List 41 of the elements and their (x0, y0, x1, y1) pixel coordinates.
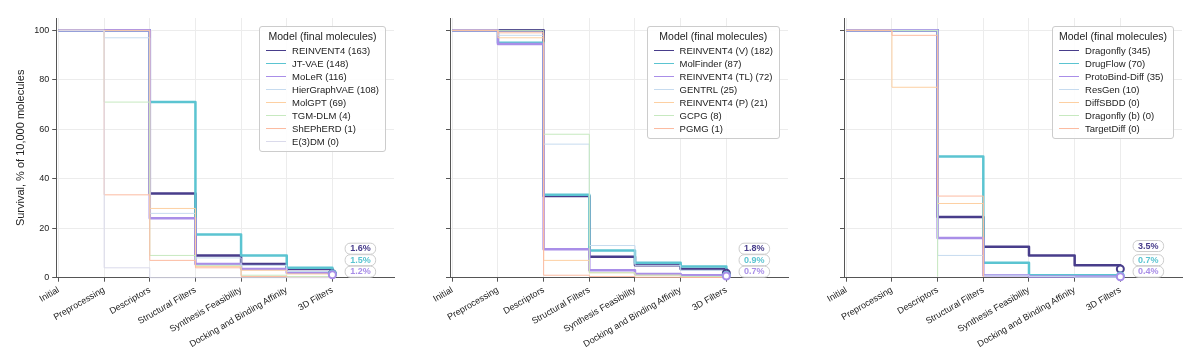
legend-label: Dragonfly (345) (1085, 44, 1151, 57)
legend-label: JT-VAE (148) (292, 57, 349, 70)
legend-title: Model (final molecules) (1059, 30, 1167, 43)
data-label: 0.9% (744, 254, 765, 265)
y-tick-label: 0 (44, 272, 50, 283)
y-axis-title: Survival, % of 10,000 molecules (13, 69, 26, 227)
legend-label: MolGPT (69) (292, 96, 347, 109)
data-label: 1.2% (350, 266, 371, 277)
legend-label: TargetDiff (0) (1085, 122, 1140, 135)
legend-label: ResGen (10) (1085, 83, 1140, 96)
legend-label: ShEPhERD (1) (292, 122, 356, 135)
data-label: 3.5% (1138, 240, 1159, 251)
data-label: 1.6% (350, 243, 371, 254)
legend-label: DiffSBDD (0) (1085, 96, 1140, 109)
legend-label: TGM-DLM (4) (292, 109, 351, 122)
legend-label: E(3)DM (0) (292, 135, 340, 148)
y-tick-label: 40 (39, 173, 50, 184)
y-tick-label: 60 (39, 123, 50, 134)
legend-label: ProtoBind-Diff (35) (1085, 70, 1164, 83)
legend-label: MolFinder (87) (679, 57, 742, 70)
legend-label: Dragonfly (b) (0) (1085, 109, 1155, 122)
legend-label: MoLeR (116) (292, 70, 347, 83)
legend-label: GCPG (8) (679, 109, 722, 122)
legend-label: PGMG (1) (679, 122, 723, 135)
legend-label: REINVENT4 (163) (292, 44, 371, 57)
data-label: 0.4% (1138, 266, 1159, 277)
legend-label: HierGraphVAE (108) (292, 83, 379, 96)
legend-label: GENTRL (25) (679, 83, 738, 96)
legend-label: REINVENT4 (V) (182) (679, 44, 773, 57)
data-label: 1.5% (350, 254, 371, 265)
legend-title: Model (final molecules) (267, 30, 378, 43)
data-label: 0.7% (1138, 254, 1159, 265)
data-label: 1.8% (744, 243, 765, 254)
y-tick-label: 100 (34, 24, 50, 35)
legend-label: REINVENT4 (TL) (72) (679, 70, 773, 83)
legend-label: DrugFlow (70) (1085, 57, 1146, 70)
y-tick-label: 20 (39, 222, 50, 233)
y-tick-label: 80 (39, 74, 50, 85)
legend-title: Model (final molecules) (658, 30, 769, 43)
data-label: 0.7% (744, 266, 765, 277)
legend-label: REINVENT4 (P) (21) (679, 96, 768, 109)
